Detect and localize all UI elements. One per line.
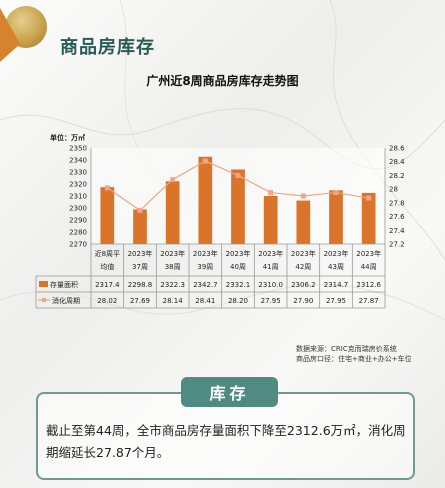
bar — [165, 181, 180, 244]
bar — [361, 192, 376, 244]
line-point — [366, 195, 372, 201]
legend-line-label: 消化周期 — [52, 296, 80, 305]
line-data-label: 28.20 — [228, 297, 248, 305]
bar-data-label: 2310.0 — [258, 281, 283, 289]
bar — [296, 200, 311, 244]
left-tick-label: 2300 — [69, 205, 87, 213]
legend-line-swatch — [42, 298, 46, 302]
category-label: 44周 — [361, 263, 377, 271]
right-tick-label: 27.6 — [389, 213, 405, 221]
bar — [198, 156, 213, 244]
left-tick-label: 2330 — [69, 169, 87, 177]
right-tick-label: 27.2 — [389, 241, 405, 249]
left-tick-label: 2290 — [69, 217, 87, 225]
line-point — [104, 185, 110, 191]
left-tick-label: 2350 — [69, 145, 87, 153]
line-point — [300, 193, 306, 199]
source-line-2: 商品房口径：住宅+商业+办公+车位 — [296, 355, 412, 363]
legend-bar-swatch — [39, 281, 48, 287]
legend-bar-label: 存量面积 — [50, 280, 78, 289]
left-tick-label: 2340 — [69, 157, 87, 165]
line-data-label: 28.02 — [97, 297, 117, 305]
category-label: 2023年 — [193, 249, 218, 258]
category-label: 43周 — [328, 263, 344, 271]
summary-text: 截止至第44周，全市商品房存量面积下降至2312.6万㎡，消化周期缩延长27.8… — [46, 423, 406, 460]
category-label: 37周 — [132, 263, 148, 271]
corner-decoration — [0, 0, 48, 64]
section-title: 商品房库存 — [60, 37, 155, 58]
category-label: 42周 — [295, 263, 311, 271]
bar-data-label: 2306.2 — [291, 281, 316, 289]
bar-data-label: 2312.6 — [356, 281, 381, 289]
category-label: 39周 — [197, 263, 213, 271]
bar-data-label: 2322.3 — [160, 281, 185, 289]
line-data-label: 28.41 — [195, 297, 215, 305]
source-note: 数据来源：CRIC克而瑞房价系统 商品房口径：住宅+商业+办公+车位 — [296, 344, 412, 364]
bar — [231, 169, 245, 244]
bar-data-label: 2332.1 — [226, 281, 251, 289]
category-label: 2023年 — [160, 249, 185, 258]
line-point — [268, 190, 274, 196]
right-tick-label: 27.8 — [389, 199, 405, 207]
category-label: 2023年 — [226, 249, 251, 258]
bar — [263, 196, 278, 244]
line-point — [333, 190, 339, 196]
line-data-label: 27.95 — [326, 297, 346, 305]
category-label: 2023年 — [324, 249, 349, 258]
right-tick-label: 28.6 — [389, 145, 405, 153]
bar-data-label: 2314.7 — [324, 281, 349, 289]
right-tick-label: 27.4 — [389, 227, 405, 235]
bar-data-label: 2298.8 — [128, 281, 153, 289]
left-tick-label: 2280 — [69, 229, 87, 237]
right-tick-label: 28 — [389, 186, 398, 194]
right-tick-label: 28.4 — [389, 158, 405, 166]
bar — [329, 190, 343, 244]
chart-title: 广州近8周商品房库存走势图 — [146, 74, 299, 88]
line-point — [137, 207, 143, 213]
line-point — [202, 158, 208, 164]
category-label: 均值 — [100, 262, 114, 271]
category-label: 2023年 — [356, 249, 381, 258]
left-tick-label: 2310 — [69, 193, 87, 201]
inventory-tab: 库存 — [181, 377, 278, 407]
chart: 2270 2280 2290 2300 2310 2320 2330 2340 2350 27.2… — [35, 133, 405, 309]
line-data-label: 27.87 — [359, 297, 379, 305]
source-line-1: 数据来源：CRIC克而瑞房价系统 — [296, 345, 397, 353]
bar-data-label: 2342.7 — [193, 281, 218, 289]
line-data-label: 28.14 — [163, 297, 184, 305]
category-label: 2023年 — [128, 249, 153, 258]
line-point — [235, 172, 241, 178]
category-label: 41周 — [263, 263, 279, 271]
line-data-label: 27.69 — [130, 297, 150, 305]
bar — [100, 187, 115, 244]
category-label: 40周 — [230, 263, 246, 271]
category-label: 近8周平 — [95, 249, 120, 258]
bar-data-label: 2317.4 — [95, 281, 120, 289]
left-axis-label: 单位：万㎡ — [50, 133, 85, 142]
bar — [133, 209, 147, 244]
right-tick-label: 28.2 — [389, 172, 405, 180]
category-label: 2023年 — [258, 249, 283, 258]
left-tick-label: 2320 — [69, 181, 87, 189]
left-tick-label: 2270 — [69, 241, 87, 249]
line-data-label: 27.95 — [261, 297, 281, 305]
line-data-label: 27.90 — [293, 297, 313, 305]
category-label: 38周 — [165, 263, 181, 271]
line-point — [170, 177, 176, 183]
category-label: 2023年 — [291, 249, 316, 258]
